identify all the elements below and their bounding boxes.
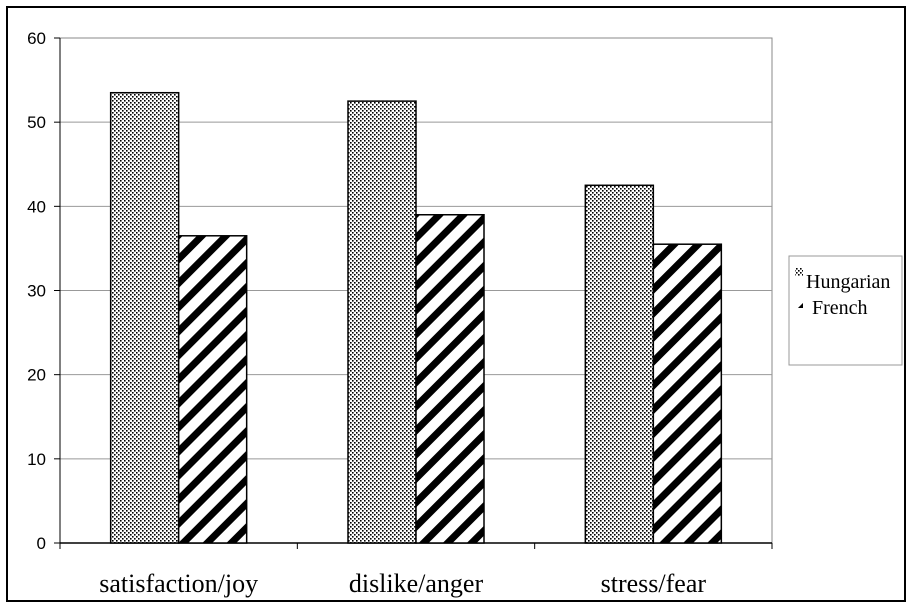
x-category-label: satisfaction/joy: [99, 569, 258, 598]
bar-hungarian: [584, 184, 655, 544]
bar-french: [177, 235, 248, 544]
bar-french: [652, 243, 723, 544]
y-tick-label: 30: [27, 282, 46, 301]
x-category-label: stress/fear: [601, 569, 707, 598]
legend: Hungarian French: [788, 255, 903, 366]
y-tick-label: 0: [37, 534, 46, 553]
plot-area: 0 10 20 30 40 50 60 satisfaction/joy dislike/ang…: [27, 29, 773, 598]
bar-hungarian: [347, 100, 417, 544]
y-tick-label: 60: [27, 29, 46, 48]
y-tick-label: 20: [27, 366, 46, 385]
bar-hungarian: [109, 91, 180, 544]
legend-box: [788, 255, 903, 366]
y-tick-label: 10: [27, 450, 46, 469]
y-tick-label: 40: [27, 197, 46, 216]
legend-label-french: French: [812, 297, 868, 319]
legend-label-hungarian: Hungarian: [806, 271, 890, 293]
legend-swatch-hungarian: [795, 268, 803, 276]
x-category-label: dislike/anger: [349, 569, 484, 598]
bar-french: [415, 214, 485, 544]
legend-swatch-french: [795, 300, 803, 308]
y-tick-label: 50: [27, 113, 46, 132]
